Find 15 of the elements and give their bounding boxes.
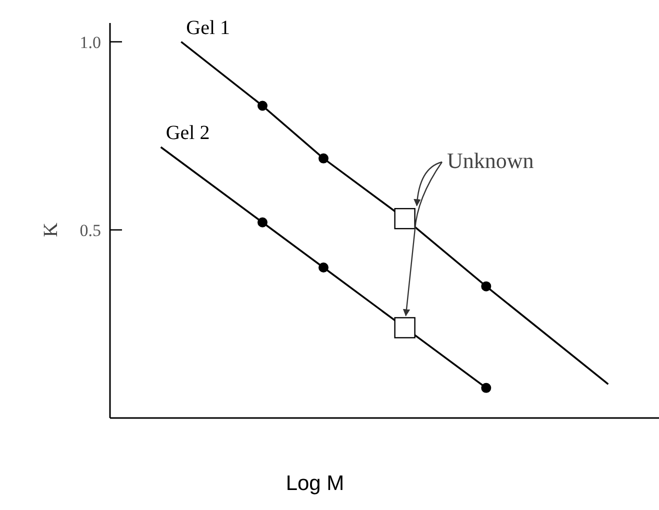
y-tick-label: 0.5: [80, 220, 101, 240]
y-axis-title: K: [40, 222, 62, 238]
point: [318, 262, 328, 273]
annotation: Unknown: [447, 148, 534, 173]
series-label: Gel 1: [186, 16, 230, 39]
point: [394, 208, 416, 230]
point: [481, 382, 492, 393]
y-tick-label: 1.0: [80, 32, 101, 52]
point: [258, 217, 268, 228]
x-axis-title: Log M: [286, 472, 344, 495]
point: [481, 281, 492, 292]
point: [394, 317, 416, 338]
point: [258, 100, 268, 111]
series-label: Gel 2: [166, 122, 210, 144]
point: [318, 153, 328, 164]
